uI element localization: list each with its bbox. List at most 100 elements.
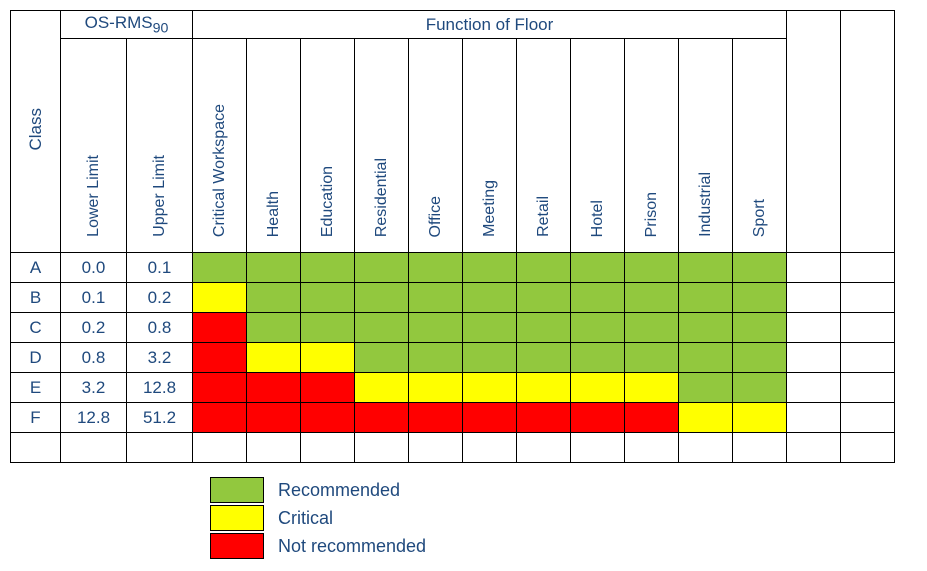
cell-spacer	[11, 433, 61, 463]
col-header-function: Residential	[355, 39, 409, 253]
cell-spacer	[409, 433, 463, 463]
cell-rating	[247, 343, 301, 373]
col-header-function: Sport	[733, 39, 787, 253]
cell-rating	[247, 403, 301, 433]
legend-swatch	[210, 533, 264, 559]
cell-extra	[787, 403, 841, 433]
cell-rating	[571, 343, 625, 373]
cell-lower: 0.1	[61, 283, 127, 313]
col-header-function: Education	[301, 39, 355, 253]
cell-upper: 0.1	[127, 253, 193, 283]
cell-rating	[247, 373, 301, 403]
cell-rating	[409, 403, 463, 433]
cell-rating	[733, 283, 787, 313]
cell-rating	[679, 373, 733, 403]
table-row: C0.20.8	[11, 313, 895, 343]
osrms-label: OS-RMS90	[85, 13, 169, 32]
cell-rating	[625, 253, 679, 283]
cell-rating	[193, 253, 247, 283]
col-header-upper-limit: Upper Limit	[127, 39, 193, 253]
cell-extra	[787, 313, 841, 343]
cell-extra	[841, 283, 895, 313]
cell-rating	[733, 253, 787, 283]
cell-extra	[787, 343, 841, 373]
cell-rating	[301, 283, 355, 313]
cell-rating	[301, 313, 355, 343]
cell-spacer	[355, 433, 409, 463]
cell-rating	[193, 403, 247, 433]
cell-spacer	[841, 433, 895, 463]
cell-rating	[733, 343, 787, 373]
cell-rating	[625, 283, 679, 313]
cell-rating	[679, 253, 733, 283]
col-header-class: Class	[11, 11, 61, 253]
cell-rating	[679, 403, 733, 433]
cell-rating	[193, 343, 247, 373]
cell-rating	[733, 313, 787, 343]
cell-rating	[463, 253, 517, 283]
cell-rating	[409, 253, 463, 283]
cell-rating	[625, 403, 679, 433]
cell-rating	[517, 283, 571, 313]
col-header-extra	[787, 11, 841, 253]
col-header-function: Office	[409, 39, 463, 253]
cell-rating	[355, 343, 409, 373]
cell-rating	[571, 283, 625, 313]
legend-item: Recommended	[210, 477, 917, 503]
cell-rating	[193, 283, 247, 313]
cell-rating	[409, 313, 463, 343]
cell-rating	[463, 373, 517, 403]
cell-lower: 12.8	[61, 403, 127, 433]
cell-extra	[841, 403, 895, 433]
col-header-function: Industrial	[679, 39, 733, 253]
cell-rating	[463, 283, 517, 313]
table-row-spacer	[11, 433, 895, 463]
cell-rating	[409, 343, 463, 373]
col-header-function: Retail	[517, 39, 571, 253]
cell-rating	[301, 403, 355, 433]
cell-upper: 0.2	[127, 283, 193, 313]
cell-spacer	[193, 433, 247, 463]
cell-rating	[355, 283, 409, 313]
cell-rating	[733, 373, 787, 403]
cell-rating	[193, 373, 247, 403]
table-row: A0.00.1	[11, 253, 895, 283]
cell-rating	[517, 403, 571, 433]
cell-extra	[841, 313, 895, 343]
cell-upper: 51.2	[127, 403, 193, 433]
col-header-lower-limit: Lower Limit	[61, 39, 127, 253]
cell-rating	[301, 373, 355, 403]
legend-item: Not recommended	[210, 533, 917, 559]
cell-class: E	[11, 373, 61, 403]
cell-upper: 12.8	[127, 373, 193, 403]
col-header-function: Hotel	[571, 39, 625, 253]
legend-label: Critical	[278, 508, 333, 529]
cell-rating	[517, 373, 571, 403]
cell-class: A	[11, 253, 61, 283]
cell-rating	[355, 253, 409, 283]
legend-label: Recommended	[278, 480, 400, 501]
cell-rating	[463, 403, 517, 433]
col-header-function: Meeting	[463, 39, 517, 253]
cell-rating	[571, 403, 625, 433]
cell-lower: 3.2	[61, 373, 127, 403]
cell-rating	[625, 373, 679, 403]
cell-class: D	[11, 343, 61, 373]
cell-rating	[301, 343, 355, 373]
cell-rating	[679, 313, 733, 343]
cell-class: F	[11, 403, 61, 433]
legend-item: Critical	[210, 505, 917, 531]
cell-class: B	[11, 283, 61, 313]
cell-upper: 0.8	[127, 313, 193, 343]
cell-spacer	[247, 433, 301, 463]
cell-rating	[517, 313, 571, 343]
col-group-function: Function of Floor	[193, 11, 787, 39]
cell-rating	[517, 343, 571, 373]
cell-rating	[517, 253, 571, 283]
cell-spacer	[301, 433, 355, 463]
cell-rating	[355, 373, 409, 403]
cell-rating	[679, 343, 733, 373]
cell-rating	[247, 313, 301, 343]
legend-swatch	[210, 477, 264, 503]
cell-rating	[625, 313, 679, 343]
